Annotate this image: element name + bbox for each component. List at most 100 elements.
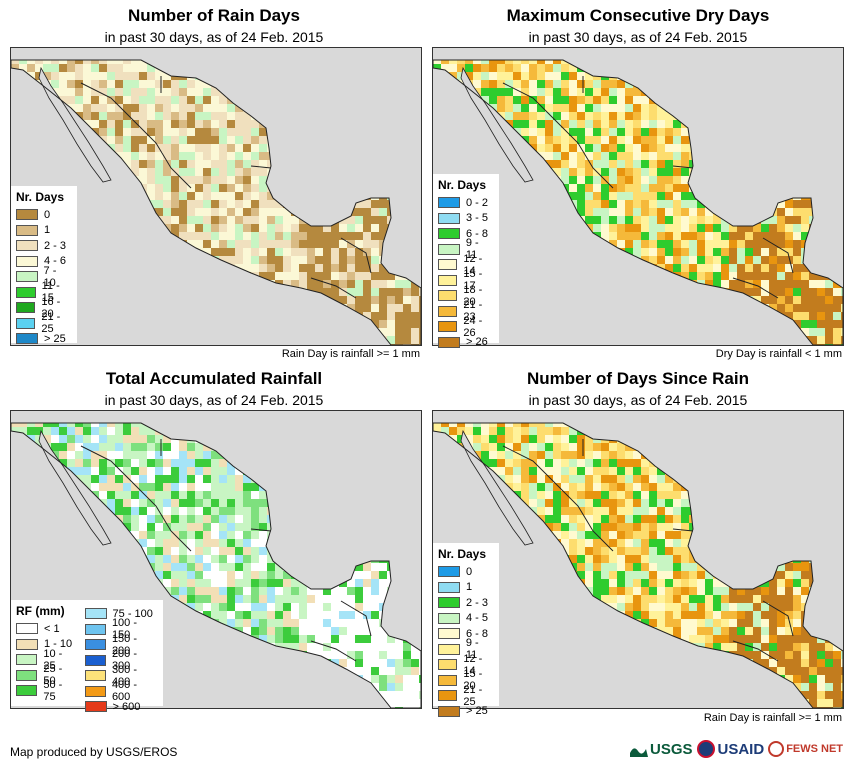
country-borders [80, 439, 372, 662]
legend-swatch [438, 597, 460, 609]
legend-swatch [16, 240, 38, 252]
legend-label: 0 [466, 565, 473, 578]
fews-net-logo: FEWS NET [768, 741, 843, 757]
legend-label: 0 [44, 208, 51, 221]
legend-entry: 1 - 10 [16, 637, 77, 653]
legend-swatch [84, 701, 107, 713]
rain-day-definition-note-2: Rain Day is rainfall >= 1 mm [703, 712, 842, 724]
legend-swatch [16, 623, 38, 635]
panel-3-title: Total Accumulated Rainfall [105, 369, 323, 388]
legend-entry: > 26 [438, 335, 493, 351]
legend-swatch [438, 259, 458, 271]
legend-swatch [84, 623, 106, 635]
legend-entry: > 25 [16, 331, 71, 347]
legend-label: 16 - 20 [41, 295, 61, 320]
legend-label: 50 - 75 [43, 678, 63, 703]
rain-days-map [10, 47, 422, 346]
panel-1-title: Number of Rain Days [128, 6, 300, 25]
legend-entry: 300 - 400 [84, 664, 157, 688]
rainfall-legend: RF (mm) < 1 1 - 10 10 - 25 25 - 50 50 - 75 7… [11, 600, 163, 713]
legend-swatch [84, 639, 106, 651]
legend-entry: < 1 [16, 621, 77, 637]
map-credit: Map produced by USGS/EROS [10, 745, 178, 759]
legend-swatch [438, 628, 460, 640]
legend-label: 11 - 15 [41, 280, 60, 305]
legend-label: 21 - 23 [463, 299, 483, 324]
panel-4-subtitle: in past 30 days, as of 24 Feb. 2015 [528, 392, 748, 408]
legend-swatch [438, 243, 460, 255]
legend-label: 150 - 200 [111, 632, 138, 657]
legend-entry: 400 - 600 [84, 679, 157, 703]
legend-label: 25 - 50 [43, 663, 63, 688]
legend-entry: 6 - 8 [438, 226, 493, 242]
legend-entry: 100 - 150 [84, 617, 157, 641]
legend-label: > 25 [466, 705, 488, 718]
coastline [11, 59, 421, 345]
legend-label: 300 - 400 [111, 663, 138, 688]
legend-swatch [438, 581, 460, 593]
legend-label: 0 - 2 [466, 196, 489, 209]
legend-entry: 3 - 5 [438, 211, 493, 227]
legend-swatch [16, 271, 38, 283]
legend-label: > 600 [112, 700, 141, 713]
legend-label: 2 - 3 [466, 596, 489, 609]
legend-entry: 12 - 14 [438, 653, 493, 677]
rain-day-definition-note: Rain Day is rainfall >= 1 mm [281, 348, 420, 360]
legend-entry: 9 - 11 [438, 237, 493, 261]
legend-label: 100 - 150 [111, 617, 138, 642]
legend-entry: 150 - 200 [84, 633, 157, 657]
legend-swatch [16, 685, 38, 697]
legend-title: Nr. Days [16, 190, 65, 204]
legend-label: 15 - 20 [463, 668, 483, 693]
legend-entry: 21 - 25 [438, 684, 493, 708]
legend-label: 21 - 25 [41, 311, 61, 336]
legend-entry: 2 - 3 [16, 238, 71, 254]
legend-swatch [438, 305, 458, 317]
legend-label: 75 - 100 [112, 607, 153, 620]
legend-swatch [16, 669, 38, 681]
legend-entry: 12 - 14 [438, 253, 493, 277]
legend-swatch [438, 290, 458, 302]
legend-entry: 24 - 26 [438, 315, 493, 339]
legend-swatch [438, 566, 460, 578]
country-borders [502, 439, 794, 662]
legend-label: 12 - 14 [463, 252, 483, 277]
legend-swatch [438, 643, 460, 655]
usgs-wave-icon [630, 748, 648, 757]
legend-title: RF (mm) [16, 604, 65, 618]
legend-entry: 200 - 300 [84, 648, 157, 672]
legend-label: 24 - 26 [463, 314, 483, 339]
legend-label: 200 - 300 [111, 648, 138, 673]
legend-label: 10 - 25 [43, 647, 63, 672]
legend-label: 2 - 3 [44, 239, 67, 252]
legend-label: 400 - 600 [111, 679, 138, 704]
legend-entry: 6 - 8 [438, 626, 493, 642]
legend-swatch [16, 317, 36, 329]
legend-entry: 18 - 20 [438, 284, 493, 308]
legend-swatch [438, 321, 458, 333]
legend-entry: 10 - 25 [16, 648, 77, 672]
legend-entry: 11 - 15 [16, 280, 71, 304]
legend-swatch [84, 685, 106, 697]
legend-label: 21 - 25 [463, 683, 483, 708]
legend-swatch [16, 654, 38, 666]
legend-entry: 16 - 20 [16, 296, 71, 320]
legend-entry: 2 - 3 [438, 595, 493, 611]
legend-swatch [438, 659, 458, 671]
map-canvas [11, 48, 421, 345]
legend-entry: 0 [16, 207, 71, 223]
legend-label: 7 - 10 [43, 264, 57, 289]
legend-swatch [16, 302, 36, 314]
panel-1-subtitle: in past 30 days, as of 24 Feb. 2015 [104, 29, 324, 45]
legend-entry: 21 - 25 [16, 311, 71, 335]
legend-entry: 75 - 100 [84, 606, 157, 622]
legend-label: 3 - 5 [466, 212, 489, 225]
legend-swatch [84, 654, 106, 666]
legend-swatch [16, 638, 38, 650]
panel-3-subtitle: in past 30 days, as of 24 Feb. 2015 [104, 392, 324, 408]
legend-label: 1 - 10 [44, 638, 73, 651]
panel-4-title: Number of Days Since Rain [526, 369, 749, 388]
panel-2-subtitle: in past 30 days, as of 24 Feb. 2015 [528, 29, 748, 45]
